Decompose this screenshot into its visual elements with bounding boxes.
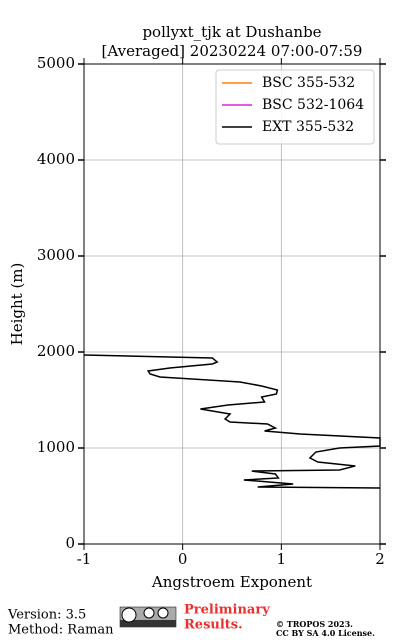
legend-box	[215, 69, 375, 145]
results: Results.	[184, 618, 243, 633]
version: Version: 3.5	[7, 608, 86, 623]
y-tick-label: 2000	[37, 342, 75, 360]
x-tick-label: -1	[77, 550, 92, 568]
axes-frame	[83, 63, 381, 545]
legend-label: EXT 355-532	[262, 119, 354, 135]
footer: Version: 3.5 Method: Raman Preliminary R…	[7, 603, 375, 639]
copyright: © TROPOS 2023.	[276, 619, 353, 629]
legend-label: BSC 355-532	[262, 75, 355, 91]
legend-label: BSC 532-1064	[262, 97, 364, 113]
by-icon	[143, 607, 155, 619]
chart-title: pollyxt_tjk at Dushanbe	[142, 23, 321, 41]
profile-line	[83, 354, 381, 489]
x-tick-label: 1	[277, 550, 287, 568]
chart-subtitle: [Averaged] 20230224 07:00-07:59	[102, 42, 363, 60]
cc-logo-band	[120, 620, 176, 627]
x-axis-label: Angstroem Exponent	[151, 573, 312, 591]
legend: BSC 355-532 BSC 532-1064 EXT 355-532	[215, 69, 375, 145]
x-tick-label: 0	[178, 550, 188, 568]
y-axis-label: Height (m)	[8, 263, 26, 346]
license: CC BY SA 4.0 License.	[276, 628, 375, 638]
y-tick-label: 3000	[37, 246, 75, 264]
y-tick-label: 0	[65, 534, 75, 552]
y-tick-label: 1000	[37, 438, 75, 456]
x-tick-label: 2	[375, 550, 385, 568]
cc-icon	[121, 607, 137, 623]
y-tick-label: 5000	[37, 54, 75, 72]
preliminary: Preliminary	[184, 603, 270, 618]
sa-icon	[157, 607, 169, 619]
y-tick-label: 4000	[37, 150, 75, 168]
method: Method: Raman	[8, 623, 114, 638]
